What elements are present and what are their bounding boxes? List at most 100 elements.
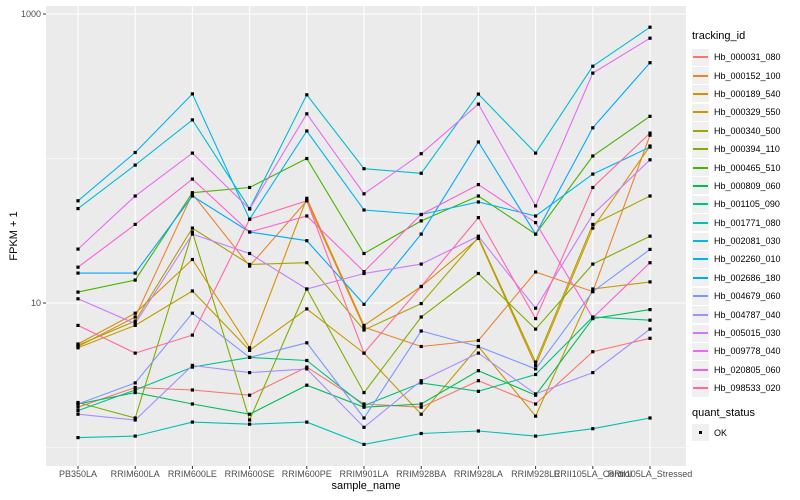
data-point <box>648 36 652 40</box>
data-point <box>190 365 194 369</box>
data-point <box>534 367 538 371</box>
data-point <box>648 131 652 135</box>
legend-label: Hb_000152_100 <box>714 70 781 81</box>
legend-label: Hb_002081_030 <box>714 236 781 247</box>
legend-label: Hb_000329_550 <box>714 107 781 118</box>
data-point <box>648 61 652 65</box>
data-point <box>190 118 194 122</box>
legend-entry: Hb_009778_040 <box>692 342 800 360</box>
data-point <box>190 230 194 234</box>
legend-key-icon <box>692 122 709 140</box>
data-point <box>190 363 194 367</box>
data-point <box>476 200 480 204</box>
data-point <box>133 323 137 327</box>
legend-label: Hb_001771_080 <box>714 217 781 228</box>
data-point <box>476 102 480 106</box>
data-point <box>133 163 137 167</box>
legend-label: Hb_001105_090 <box>714 199 780 210</box>
data-point <box>648 145 652 149</box>
legend-label: Hb_002260_010 <box>714 254 781 265</box>
legend-label: Hb_098533_020 <box>714 383 781 394</box>
data-point <box>648 327 652 331</box>
data-point <box>133 416 137 420</box>
x-tick-label: RRIM600LA <box>110 469 160 479</box>
data-point <box>362 271 366 276</box>
data-point <box>76 199 80 203</box>
data-point <box>190 177 194 181</box>
legend-entry: Hb_004679_060 <box>692 287 800 305</box>
x-tick-label: RRIM901LA <box>339 469 389 479</box>
data-point <box>133 319 137 323</box>
legend-entry: Hb_098533_020 <box>692 379 800 397</box>
data-point <box>76 247 80 251</box>
data-point <box>76 402 80 406</box>
data-point <box>362 323 366 327</box>
data-point <box>133 391 137 395</box>
legend-entry: Hb_000465_510 <box>692 158 800 177</box>
data-point <box>305 358 309 363</box>
data-point <box>591 350 595 354</box>
data-point <box>305 383 309 387</box>
data-point <box>419 152 423 156</box>
data-point <box>419 315 423 319</box>
data-point <box>534 306 538 310</box>
data-point <box>248 346 252 350</box>
data-point <box>190 151 194 155</box>
data-point <box>190 333 194 337</box>
data-point <box>76 343 80 347</box>
data-point <box>476 92 480 96</box>
data-point <box>591 287 595 291</box>
data-point <box>591 222 595 226</box>
data-point <box>591 290 595 294</box>
data-point <box>534 204 538 208</box>
data-point <box>476 234 480 238</box>
legend-key-icon <box>692 306 709 324</box>
legend-label: Hb_000340_500 <box>714 125 781 136</box>
data-point <box>133 150 137 155</box>
legend-key-icon <box>692 85 709 103</box>
data-point <box>476 338 480 343</box>
data-point <box>362 351 366 355</box>
data-point <box>534 360 538 364</box>
data-point <box>419 232 423 236</box>
legend-key-icon <box>692 361 709 379</box>
data-point <box>133 385 137 390</box>
data-point <box>133 271 137 275</box>
data-point <box>248 207 252 211</box>
data-point <box>362 425 366 429</box>
data-point <box>591 427 595 431</box>
data-point <box>648 194 652 198</box>
data-point <box>419 412 423 416</box>
data-point <box>419 302 423 306</box>
data-point <box>362 391 366 395</box>
legend-key-icon <box>692 195 709 213</box>
data-point <box>76 346 80 350</box>
data-point <box>648 318 652 322</box>
data-point <box>419 405 423 409</box>
data-point <box>362 328 366 332</box>
data-point <box>362 270 366 274</box>
data-point <box>190 420 194 424</box>
legend-entry: Hb_000809_060 <box>692 177 800 195</box>
legend-label: Hb_004679_060 <box>714 291 781 302</box>
data-point <box>648 247 652 251</box>
y-tick-label: 10 <box>30 298 41 308</box>
data-point <box>591 185 595 190</box>
legend-label: Hb_000031_080 <box>714 52 781 63</box>
data-point <box>476 216 480 220</box>
legend-entry: Hb_002686_180 <box>692 269 800 287</box>
data-point <box>419 171 423 175</box>
data-point <box>591 126 595 130</box>
x-tick-label: RRIM600SE <box>224 469 275 479</box>
data-point <box>476 379 480 383</box>
data-point <box>476 140 480 144</box>
data-point <box>648 261 652 265</box>
data-point <box>591 64 595 68</box>
legend-entry: Hb_005015_030 <box>692 324 800 342</box>
data-point <box>362 325 366 329</box>
legend-title-quant-status: quant_status <box>692 407 755 420</box>
data-point <box>305 307 309 311</box>
data-point <box>190 191 194 195</box>
data-point <box>362 192 366 196</box>
legend-key-icon <box>692 232 709 250</box>
